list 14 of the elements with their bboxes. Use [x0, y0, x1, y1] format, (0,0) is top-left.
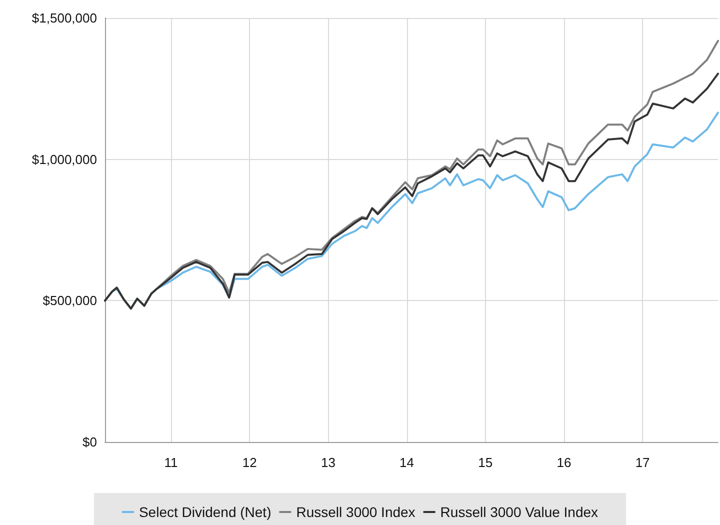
x-tick-label: 12 [242, 455, 257, 470]
y-tick-label: $1,000,000 [32, 152, 97, 167]
legend-label: Select Dividend (Net) [138, 504, 272, 520]
x-tick-label: 16 [556, 455, 572, 470]
x-tick-label: 13 [320, 455, 336, 470]
y-tick-label: $1,500,000 [32, 10, 97, 26]
legend-label: Russell 3000 Index [296, 504, 416, 520]
y-tick-label: $0 [82, 434, 97, 450]
x-tick-label: 15 [478, 455, 493, 470]
y-tick-label: $500,000 [42, 293, 97, 308]
x-tick-label: 14 [400, 455, 414, 470]
x-tick-label: 11 [164, 455, 178, 470]
legend-label: Russell 3000 Value Index [440, 504, 598, 520]
x-tick-label: 17 [635, 455, 650, 470]
